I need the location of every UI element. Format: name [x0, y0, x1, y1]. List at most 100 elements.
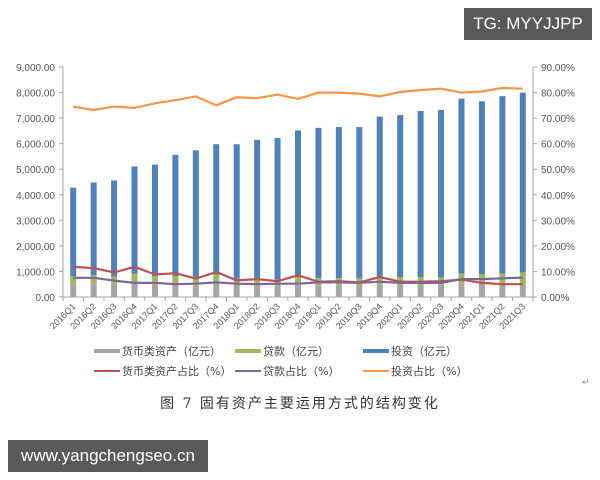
- right-axis-tick-label: 0.00%: [541, 293, 569, 304]
- left-axis-tick-label: 1,000.00: [16, 267, 55, 278]
- chart-legend: 货币类资产（亿元） 贷款（亿元） 投资（亿元） 货币类资产占比（%） 贷款占比（…: [0, 343, 600, 383]
- bar-segment: [151, 284, 158, 297]
- bar-segment: [478, 283, 485, 297]
- bar-segment: [335, 127, 342, 279]
- bar-segment: [458, 98, 465, 274]
- chart-area: 0.00 1,000.00 2,000.00 3,000.00 4,000.00 5,00…: [16, 63, 575, 331]
- right-axis-tick-label: 20.00%: [541, 242, 575, 253]
- bar-segment: [274, 286, 281, 297]
- legend-swatch-investment-ratio: [363, 370, 389, 372]
- bar-segment: [151, 164, 158, 277]
- bar-segment: [376, 284, 383, 297]
- legend-label-investment: 投资（亿元）: [391, 345, 457, 358]
- legend-label-currency-ratio: 货币类资产占比（%）: [122, 365, 232, 378]
- legend-swatch-currency: [94, 349, 120, 353]
- bar-segment: [295, 277, 301, 285]
- paragraph-mark-icon: ↵: [582, 378, 590, 388]
- bar-segment: [131, 273, 138, 283]
- bar-segment: [417, 285, 424, 297]
- bar-segment: [90, 283, 97, 297]
- bar-segment: [233, 278, 240, 286]
- figure-caption: 图 7 固有资产主要运用方式的结构变化: [160, 396, 440, 412]
- right-axis-tick-label: 40.00%: [541, 191, 575, 202]
- legend-swatch-loan-ratio: [235, 370, 261, 372]
- bar-segment: [315, 127, 322, 279]
- bar-segment: [438, 284, 445, 297]
- bar-segment: [335, 285, 342, 297]
- bar-segment: [478, 101, 485, 274]
- left-axis-tick-label: 2,000.00: [16, 242, 55, 253]
- bar-segment: [111, 180, 118, 277]
- legend-item-currency-ratio: 货币类资产占比（%）: [94, 363, 231, 379]
- right-axis-tick-label: 50.00%: [541, 165, 575, 176]
- legend-item-investment: 投资（亿元）: [363, 343, 457, 359]
- legend-label-loan: 贷款（亿元）: [263, 345, 329, 358]
- left-axis-tick-label: 8,000.00: [16, 89, 55, 100]
- left-axis-tick-label: 5,000.00: [16, 165, 55, 176]
- bar-segment: [438, 109, 445, 278]
- bar-segment: [254, 139, 261, 280]
- watermark-bottom-left: www.yangchengseo.cn: [8, 440, 208, 472]
- bar-segment: [458, 283, 465, 297]
- bar-segment: [70, 283, 77, 297]
- bar-segment: [90, 182, 97, 276]
- legend-item-loan-ratio: 贷款占比（%）: [235, 363, 339, 379]
- bar-segment: [397, 284, 404, 297]
- watermark-top-right: TG: MYYJJPP: [464, 8, 592, 40]
- bar-segment: [151, 276, 158, 285]
- legend-item-loan: 贷款（亿元）: [235, 343, 329, 359]
- bar-segment: [519, 284, 526, 297]
- right-axis-tick-label: 70.00%: [541, 114, 575, 125]
- bar-segment: [274, 138, 281, 280]
- legend-swatch-currency-ratio: [94, 370, 120, 372]
- bar-segment: [70, 187, 77, 277]
- bar-segment: [254, 279, 261, 286]
- legend-item-currency: 货币类资产（亿元）: [94, 343, 221, 359]
- bar-segment: [131, 166, 138, 274]
- legend-label-loan-ratio: 贷款占比（%）: [263, 365, 340, 378]
- bar-segment: [70, 276, 77, 284]
- bar-segment: [213, 144, 220, 275]
- right-axis-tick-label: 90.00%: [541, 63, 575, 74]
- bar-segment: [233, 285, 240, 297]
- bar-segment: [519, 92, 526, 273]
- legend-swatch-investment: [363, 349, 389, 353]
- bar-segment: [356, 285, 363, 297]
- legend-label-currency: 货币类资产（亿元）: [122, 345, 221, 358]
- bar-segment: [295, 130, 301, 278]
- bar-segment: [254, 285, 261, 297]
- bar-segment: [213, 274, 220, 284]
- bar-segment: [192, 150, 199, 279]
- bar-segment: [499, 96, 506, 274]
- bar-segment: [356, 127, 363, 279]
- right-axis-tick-label: 80.00%: [541, 89, 575, 100]
- legend-label-investment-ratio: 投资占比（%）: [391, 365, 468, 378]
- left-axis-tick-label: 3,000.00: [16, 216, 55, 227]
- bar-segment: [397, 115, 404, 278]
- bar-segment: [90, 275, 97, 284]
- left-axis-tick-label: 0.00: [36, 293, 56, 304]
- right-axis-tick-label: 30.00%: [541, 216, 575, 227]
- bar-segment: [192, 278, 199, 286]
- bar-segment: [417, 110, 424, 278]
- left-axis-tick-label: 4,000.00: [16, 191, 55, 202]
- bar-segment: [233, 144, 240, 279]
- bar-segment: [376, 116, 383, 277]
- legend-item-investment-ratio: 投资占比（%）: [363, 363, 467, 379]
- bar-segment: [315, 285, 322, 297]
- bar-segment: [499, 284, 506, 297]
- left-axis-tick-label: 7,000.00: [16, 114, 55, 125]
- ratio-line: [73, 86, 523, 112]
- bar-segment: [172, 154, 179, 277]
- bar-segment: [295, 284, 301, 297]
- bar-segment: [213, 283, 220, 297]
- right-axis-tick-label: 10.00%: [541, 267, 575, 278]
- bar-segment: [131, 282, 138, 297]
- bar-segment: [172, 276, 179, 285]
- legend-swatch-loan: [235, 349, 261, 353]
- left-axis-tick-label: 6,000.00: [16, 140, 55, 151]
- bar-segment: [172, 284, 179, 297]
- bar-segment: [111, 283, 118, 297]
- ratio-line: [73, 276, 523, 286]
- left-axis-tick-label: 9,000.00: [16, 63, 55, 74]
